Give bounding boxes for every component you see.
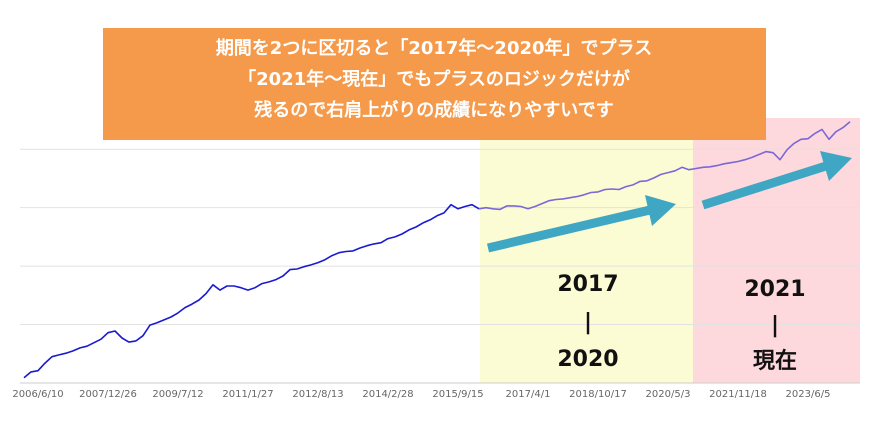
x-tick-label: 2015/9/15 (432, 389, 483, 400)
x-tick-label: 2017/4/1 (506, 389, 551, 400)
x-tick-label: 2018/10/17 (569, 389, 627, 400)
x-tick-label: 2012/8/13 (292, 389, 343, 400)
banner-text: 「2021年〜現在」でもプラスのロジックだけが (238, 68, 630, 90)
region-label: 2020 (557, 347, 618, 372)
x-tick-label: 2009/7/12 (152, 389, 203, 400)
region-label: 現在 (753, 348, 797, 374)
region-label: 2017 (557, 272, 618, 297)
region-2017-2020 (480, 118, 693, 383)
x-tick-label: 2006/6/10 (12, 389, 63, 400)
x-tick-label: 2020/5/3 (646, 389, 691, 400)
x-tick-label: 2021/11/18 (709, 389, 767, 400)
banner (103, 28, 766, 140)
banner-text: 期間を2つに区切ると「2017年〜2020年」でプラス (216, 37, 652, 59)
x-tick-label: 2011/1/27 (222, 389, 273, 400)
region-label: | (584, 310, 592, 335)
series-line (478, 121, 851, 211)
arrow (486, 205, 652, 253)
x-tick-label: 2023/6/5 (786, 389, 831, 400)
arrow-head (645, 195, 676, 226)
region-label: | (771, 313, 779, 338)
plot: 2006/6/10 2007/12/26 2009/7/12 2011/1/27 201… (12, 121, 860, 400)
x-tick-label: 2007/12/26 (79, 389, 137, 400)
x-tick-label: 2014/2/28 (362, 389, 413, 400)
banner-text: 残るので右肩上がりの成績になりやすいです (254, 99, 613, 121)
region-label: 2021 (744, 277, 805, 302)
arrows (486, 151, 852, 253)
series-line (23, 203, 480, 379)
arrow (701, 161, 828, 210)
arrow-head (820, 151, 852, 181)
